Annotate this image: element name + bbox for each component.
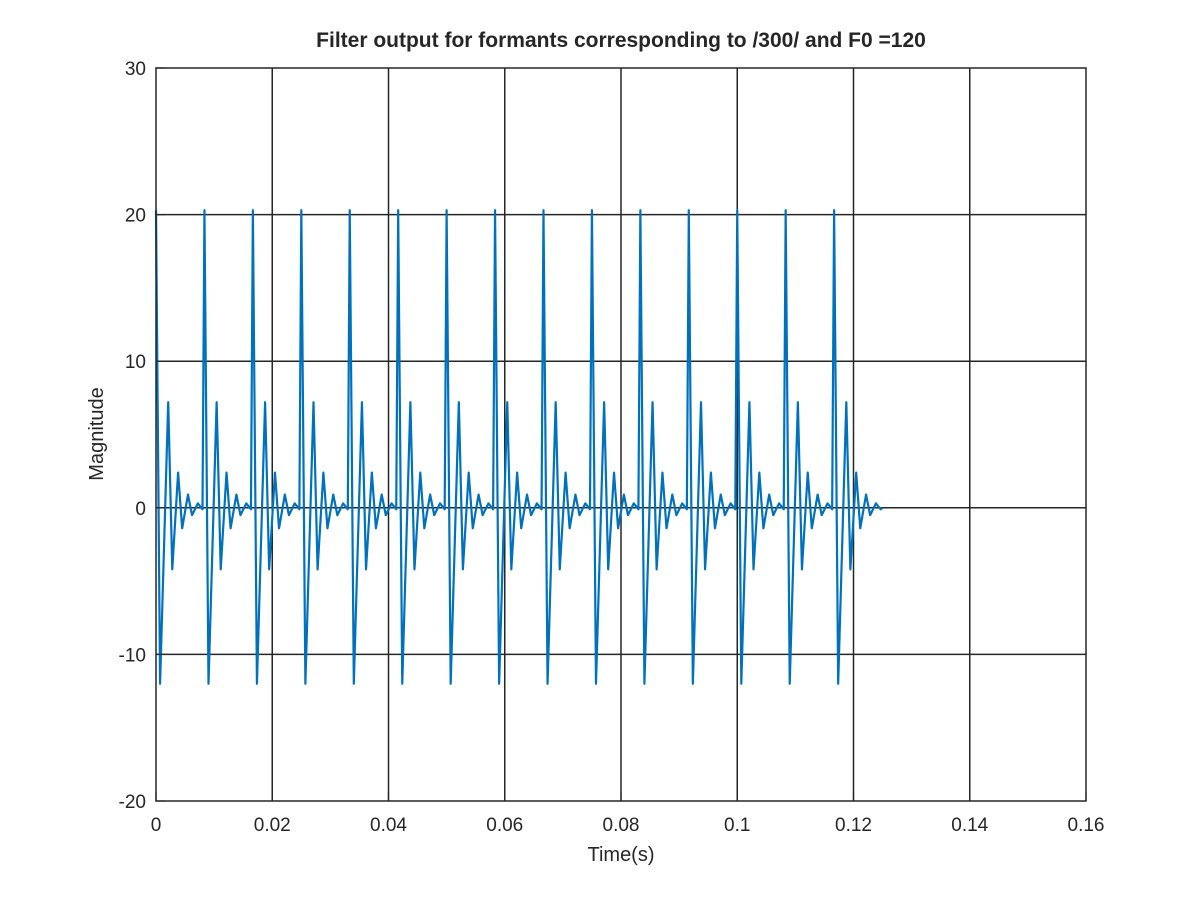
- y-tick-label: -10: [119, 645, 146, 666]
- x-tick-label: 0.1: [724, 815, 750, 836]
- y-tick-label: 10: [125, 352, 146, 373]
- x-tick-label: 0.16: [1068, 815, 1105, 836]
- x-tick-label: 0.02: [254, 815, 291, 836]
- y-tick-label: -20: [119, 792, 146, 813]
- y-axis-label: Magnitude: [86, 387, 108, 480]
- plot-area: 0 0.02 0.04 0.06 0.08 0.1 0.12 0.14 0.16 -20 -10 0…: [119, 59, 1105, 836]
- x-axis-label: Time(s): [587, 844, 654, 866]
- series-line: [154, 209, 884, 685]
- y-tick-label: 0: [135, 499, 146, 520]
- x-tick-label: 0.08: [603, 815, 640, 836]
- series-group: [154, 209, 884, 685]
- x-tick-label: 0.12: [835, 815, 872, 836]
- chart-title: Filter output for formants corresponding…: [316, 29, 926, 52]
- x-tick-labels: 0 0.02 0.04 0.06 0.08 0.1 0.12 0.14 0.16: [151, 815, 1105, 836]
- grid-lines: [156, 68, 1086, 801]
- x-tick-label: 0.14: [951, 815, 988, 836]
- tick-marks: [155, 67, 1087, 802]
- x-tick-label: 0: [151, 815, 162, 836]
- y-tick-label: 20: [125, 206, 146, 227]
- x-tick-label: 0.06: [486, 815, 523, 836]
- x-tick-label: 0.04: [370, 815, 407, 836]
- y-tick-label: 30: [125, 59, 146, 80]
- y-tick-labels: -20 -10 0 10 20 30: [119, 59, 146, 813]
